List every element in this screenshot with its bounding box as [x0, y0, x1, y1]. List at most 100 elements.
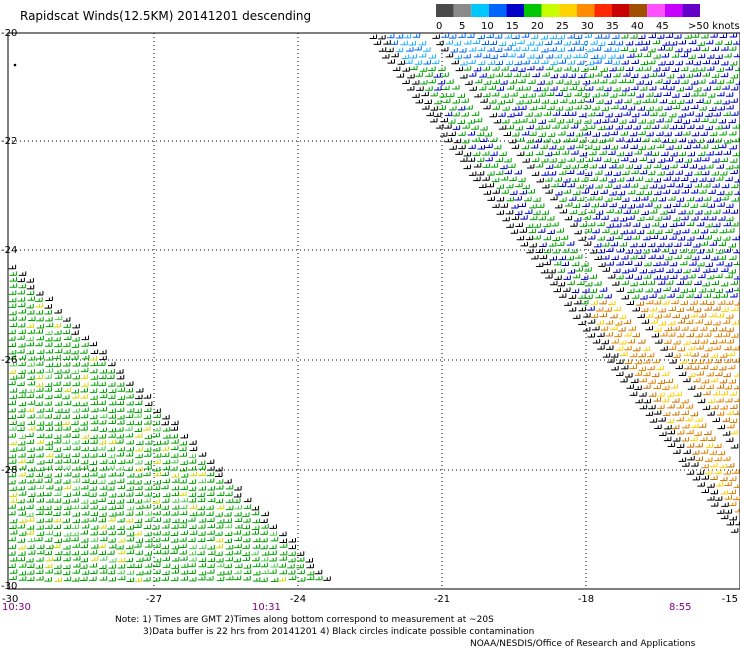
wind-barb — [463, 151, 472, 157]
wind-barb — [584, 228, 592, 233]
wind-barb — [143, 556, 151, 561]
wind-barb — [116, 452, 124, 457]
wind-barb — [686, 443, 695, 448]
wind-barb — [467, 130, 476, 136]
wind-barb — [567, 60, 575, 65]
wind-barb — [35, 329, 43, 334]
wind-barb — [727, 351, 735, 357]
wind-barb — [613, 184, 621, 189]
wind-barb — [423, 59, 431, 65]
wind-barb — [687, 455, 695, 461]
wind-barb — [433, 112, 442, 117]
wind-barb — [572, 40, 580, 45]
wind-barb — [144, 531, 152, 537]
wind-barb — [552, 236, 560, 241]
wind-barb — [161, 440, 169, 445]
wind-barb — [656, 365, 664, 371]
wind-barb — [616, 54, 624, 59]
wind-barb — [713, 197, 721, 202]
wind-barb — [621, 60, 629, 65]
wind-barb — [188, 576, 197, 582]
wind-barb — [98, 381, 106, 387]
wind-barb — [144, 492, 152, 497]
wind-barb — [589, 163, 597, 169]
wind-barb — [143, 471, 151, 477]
wind-barb — [415, 98, 423, 104]
wind-barb — [686, 470, 695, 475]
wind-barb — [701, 463, 709, 469]
wind-barb — [583, 241, 592, 246]
wind-barb — [54, 421, 63, 426]
wind-barb — [535, 163, 544, 168]
wind-barb — [716, 190, 725, 196]
wind-barb — [425, 72, 433, 77]
wind-barb — [707, 411, 715, 416]
wind-barb — [512, 46, 521, 52]
wind-barb — [9, 498, 18, 503]
wind-barb — [414, 46, 422, 51]
wind-barb — [8, 453, 17, 459]
wind-barb — [576, 170, 585, 175]
wind-barb — [702, 59, 711, 65]
wind-barb — [733, 248, 740, 254]
wind-barb — [44, 563, 53, 569]
wind-barb — [729, 60, 738, 66]
wind-barb — [710, 267, 718, 273]
wind-barb — [26, 525, 35, 530]
wind-barb — [18, 361, 26, 367]
wind-barb — [670, 163, 678, 169]
wind-barb — [716, 411, 725, 416]
wind-barb — [666, 392, 675, 397]
wind-barb — [514, 195, 522, 201]
wind-barb — [515, 222, 523, 228]
wind-barb — [652, 67, 661, 72]
wind-barb — [243, 504, 252, 509]
wind-barb — [288, 551, 296, 556]
wind-barb — [599, 150, 607, 155]
wind-barb — [545, 189, 553, 194]
wind-barb — [63, 323, 71, 328]
wind-barb — [143, 504, 152, 509]
wind-barb — [54, 485, 63, 491]
wind-barb — [134, 577, 143, 582]
wind-barb — [99, 536, 108, 542]
wind-barb — [639, 280, 647, 285]
wind-barb — [261, 511, 269, 517]
wind-barb — [72, 556, 81, 561]
wind-barb — [565, 118, 574, 123]
wind-barb — [468, 144, 476, 149]
wind-barb — [726, 79, 734, 84]
wind-barb — [189, 511, 198, 517]
wind-barb — [657, 158, 666, 163]
wind-barb — [541, 171, 549, 176]
wind-barb — [44, 505, 52, 511]
wind-barb — [580, 275, 589, 280]
wind-barb — [701, 378, 710, 384]
wind-barb — [80, 550, 89, 555]
wind-barb — [682, 92, 690, 97]
wind-barb — [233, 569, 242, 575]
wind-barb — [717, 450, 726, 456]
wind-barb — [696, 470, 705, 475]
wind-barb — [691, 365, 700, 370]
wind-barb — [17, 446, 26, 451]
wind-barb — [108, 543, 117, 549]
wind-barb — [45, 517, 53, 523]
wind-barb — [53, 478, 62, 484]
wind-barb — [90, 381, 99, 386]
wind-barb — [642, 359, 651, 364]
wind-barb — [35, 445, 44, 451]
wind-barb — [668, 99, 676, 104]
wind-barb — [179, 504, 188, 510]
wind-barb — [642, 223, 650, 228]
wind-barb — [215, 551, 223, 556]
wind-barb — [602, 144, 610, 150]
wind-barb — [143, 407, 152, 412]
wind-barb — [528, 118, 537, 123]
wind-barb — [725, 203, 734, 208]
wind-barb — [535, 125, 543, 130]
wind-barb — [660, 275, 669, 280]
wind-barb — [642, 40, 651, 45]
wind-barb — [723, 248, 732, 253]
wind-barb — [714, 456, 722, 462]
